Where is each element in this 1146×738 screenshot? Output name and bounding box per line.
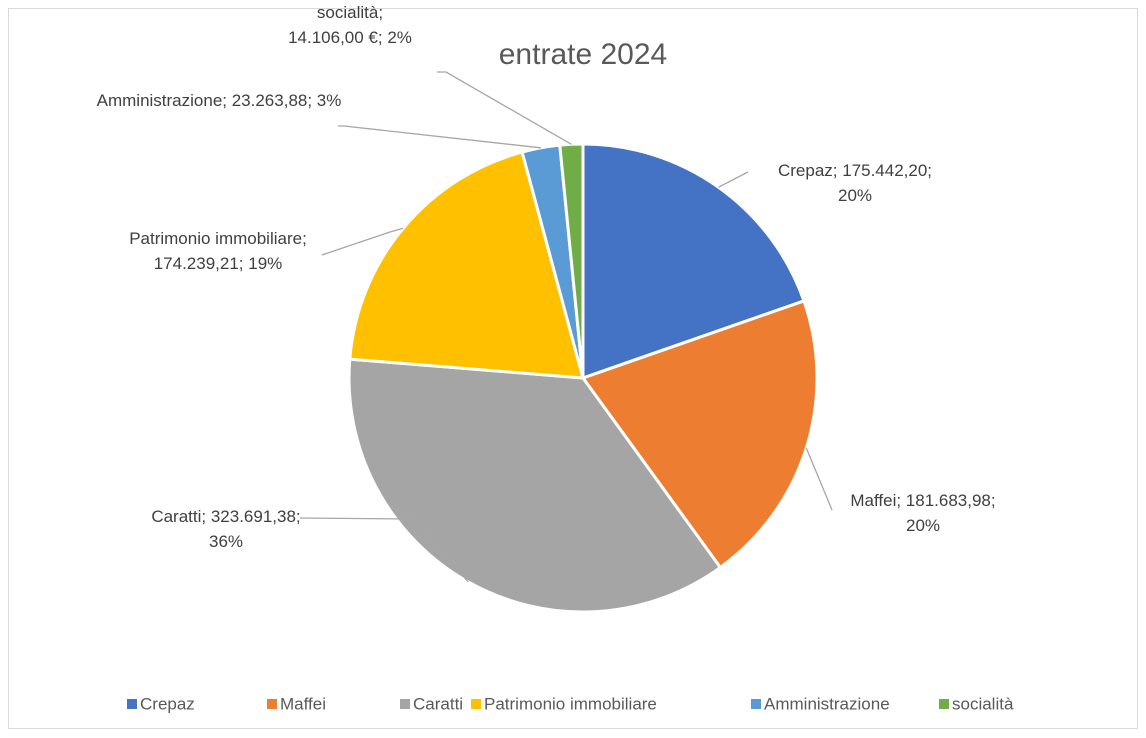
chart-title: entrate 2024: [499, 38, 667, 71]
pie-slice: [348, 150, 586, 380]
pie-slice: [580, 299, 819, 570]
data-label: Maffei; 181.683,98; 20%: [850, 491, 995, 535]
leader-line: [437, 71, 572, 145]
pie-slice: [558, 142, 585, 379]
legend-swatch: [400, 699, 410, 709]
data-label-line: 36%: [209, 532, 243, 551]
data-label: Crepaz; 175.442,20; 20%: [778, 161, 932, 205]
legend-swatch: [267, 699, 277, 709]
legend-swatch: [939, 699, 949, 709]
data-label-line: Crepaz; 175.442,20;: [778, 161, 932, 180]
legend-label: Caratti: [413, 694, 463, 713]
data-label-line: 174.239,21; 19%: [154, 254, 283, 273]
leader-line: [299, 517, 469, 583]
legend-swatch: [471, 699, 481, 709]
legend-label: Amministrazione: [764, 694, 890, 713]
legend-label: socialità: [952, 694, 1014, 713]
data-label-line: Caratti; 323.691,38;: [151, 507, 300, 526]
leader-line: [338, 125, 541, 149]
data-label-line: socialità;: [317, 3, 383, 22]
data-label: Patrimonio immobiliare; 174.239,21; 19%: [129, 229, 307, 273]
leader-line: [805, 447, 833, 511]
data-label: socialità; 14.106,00 €; 2%: [288, 3, 412, 47]
legend-swatch: [751, 699, 761, 709]
data-label-line: Patrimonio immobiliare;: [129, 229, 307, 248]
legend-swatch: [127, 699, 137, 709]
leader-line: [321, 227, 404, 256]
legend-label: Patrimonio immobiliare: [484, 694, 657, 713]
legend-label: Maffei: [280, 694, 326, 713]
data-label: Caratti; 323.691,38; 36%: [151, 507, 300, 551]
data-label: Amministrazione; 23.263,88; 3%: [97, 91, 342, 110]
data-label-line: 20%: [906, 516, 940, 535]
data-label-line: 14.106,00 €; 2%: [288, 28, 412, 47]
data-label-line: 20%: [838, 186, 872, 205]
data-label-line: Amministrazione; 23.263,88; 3%: [97, 91, 342, 110]
data-label-line: Maffei; 181.683,98;: [850, 491, 995, 510]
legend-label: Crepaz: [140, 694, 195, 713]
leader-line: [718, 171, 749, 188]
